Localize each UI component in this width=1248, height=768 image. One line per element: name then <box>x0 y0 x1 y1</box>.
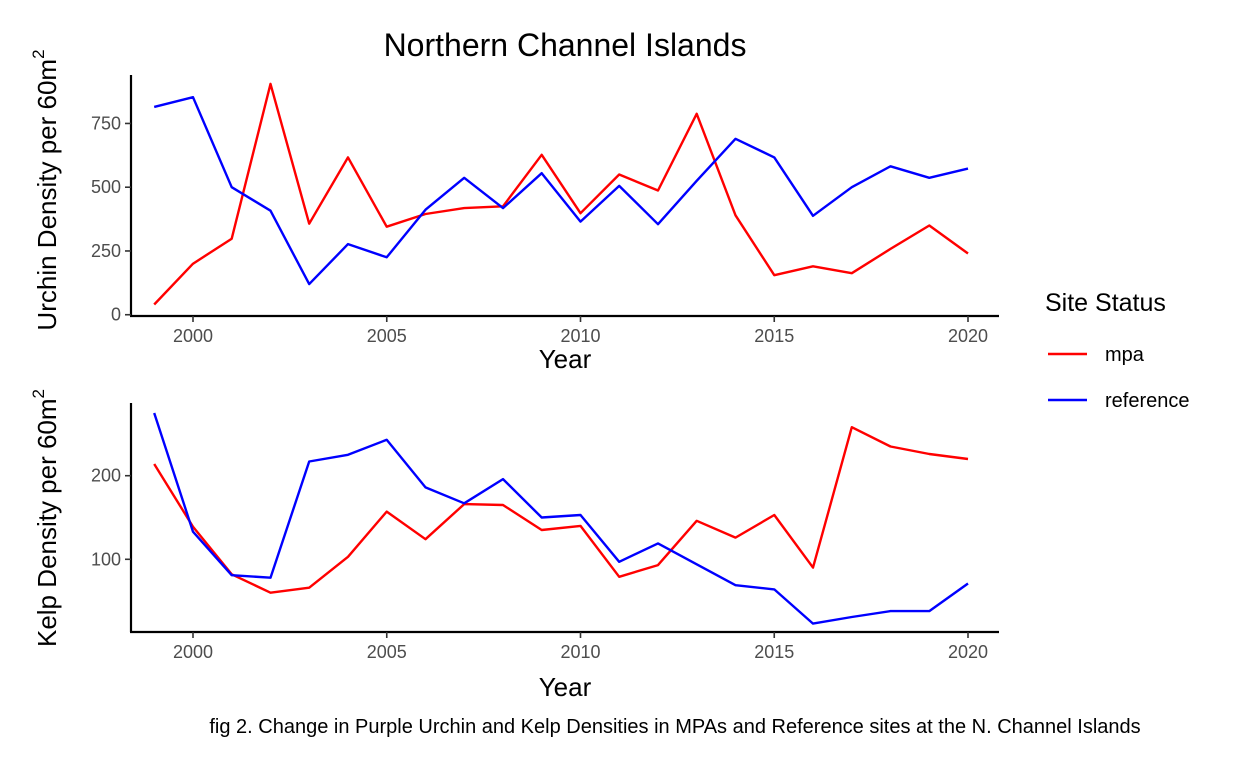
kelp-x-tick-label: 2010 <box>560 642 600 662</box>
kelp-x-tick-label: 2005 <box>367 642 407 662</box>
urchin-x-tick-label: 2005 <box>367 326 407 346</box>
legend: Site Status mpa reference <box>1045 289 1190 412</box>
kelp-series-line-reference <box>153 412 969 625</box>
urchin-y-tick-label: 250 <box>91 241 121 261</box>
urchin-density-panel: 0 250 500 750 2000 2005 2010 2015 2020 <box>91 75 999 346</box>
chart-title: Northern Channel Islands <box>384 27 747 63</box>
legend-label-mpa: mpa <box>1105 344 1145 366</box>
kelp-x-tick-label: 2020 <box>948 642 988 662</box>
kelp-x-tick-label: 2015 <box>754 642 794 662</box>
urchin-y-tick-label: 500 <box>91 177 121 197</box>
urchin-series-line-mpa <box>153 82 969 306</box>
figure-caption: fig 2. Change in Purple Urchin and Kelp … <box>209 716 1140 738</box>
urchin-series-line-reference <box>153 95 969 286</box>
urchin-y-tick-label: 750 <box>91 113 121 133</box>
legend-label-reference: reference <box>1105 390 1190 412</box>
kelp-y-tick-label: 100 <box>91 549 121 569</box>
urchin-x-tick-label: 2010 <box>560 326 600 346</box>
kelp-y-tick-label: 200 <box>91 466 121 486</box>
kelp-series-line-mpa <box>153 426 969 594</box>
urchin-x-tick-label: 2015 <box>754 326 794 346</box>
kelp-x-tick-label: 2000 <box>173 642 213 662</box>
urchin-y-axis-title: Urchin Density per 60m2 <box>29 49 62 330</box>
kelp-x-axis-title: Year <box>539 672 592 702</box>
legend-title: Site Status <box>1045 289 1166 317</box>
kelp-y-axis-title: Kelp Density per 60m2 <box>29 389 62 647</box>
urchin-x-tick-label: 2000 <box>173 326 213 346</box>
urchin-x-axis-title: Year <box>539 344 592 374</box>
urchin-x-tick-label: 2020 <box>948 326 988 346</box>
kelp-density-panel: 100 200 2000 2005 2010 2015 2020 <box>91 403 999 662</box>
urchin-y-tick-label: 0 <box>111 305 121 325</box>
